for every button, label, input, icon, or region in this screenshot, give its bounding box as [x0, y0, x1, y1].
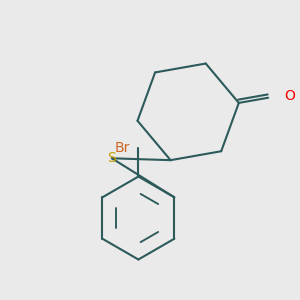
Text: O: O	[284, 89, 295, 103]
Text: S: S	[107, 151, 116, 165]
Text: Br: Br	[115, 141, 130, 155]
